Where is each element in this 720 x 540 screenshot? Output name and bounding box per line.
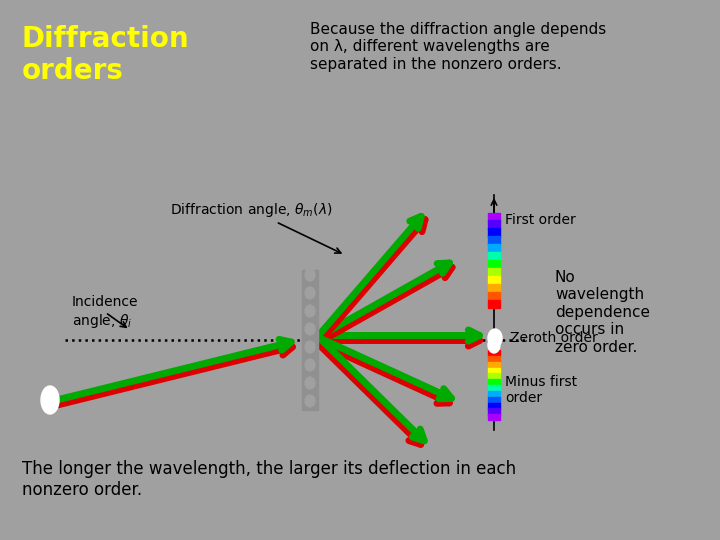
Text: Incidence
angle, $\theta_i$: Incidence angle, $\theta_i$: [72, 295, 138, 329]
Text: Diffraction angle, $\theta_m(\lambda)$: Diffraction angle, $\theta_m(\lambda)$: [170, 201, 341, 253]
Bar: [488, 397, 500, 403]
Bar: [488, 368, 500, 374]
Bar: [488, 268, 500, 276]
Ellipse shape: [305, 395, 315, 407]
Bar: [488, 213, 500, 221]
Bar: [488, 362, 500, 368]
Bar: [488, 402, 500, 409]
Bar: [488, 356, 500, 362]
Ellipse shape: [488, 329, 502, 347]
Bar: [488, 379, 500, 386]
Ellipse shape: [305, 269, 315, 281]
Text: The longer the wavelength, the larger its deflection in each
nonzero order.: The longer the wavelength, the larger it…: [22, 460, 516, 499]
Bar: [488, 300, 500, 308]
Bar: [488, 237, 500, 245]
Ellipse shape: [305, 323, 315, 335]
Bar: [488, 292, 500, 300]
Text: Minus first
order: Minus first order: [505, 375, 577, 405]
Bar: [488, 244, 500, 253]
Bar: [488, 350, 500, 356]
Bar: [488, 284, 500, 292]
Ellipse shape: [488, 337, 500, 353]
Text: First order: First order: [505, 213, 576, 227]
Bar: [488, 391, 500, 397]
Bar: [488, 414, 500, 421]
Bar: [488, 260, 500, 268]
Bar: [488, 385, 500, 392]
Ellipse shape: [305, 359, 315, 371]
Text: No
wavelength
dependence
occurs in
zero order.: No wavelength dependence occurs in zero …: [555, 270, 650, 355]
Bar: [488, 228, 500, 237]
Bar: [488, 220, 500, 229]
Text: Diffraction
orders: Diffraction orders: [22, 25, 189, 85]
Ellipse shape: [305, 305, 315, 317]
Ellipse shape: [305, 287, 315, 299]
Bar: [302, 270, 318, 410]
Ellipse shape: [41, 386, 59, 414]
Bar: [488, 252, 500, 260]
Ellipse shape: [305, 377, 315, 389]
Bar: [488, 408, 500, 415]
Ellipse shape: [305, 341, 315, 353]
Text: Zeroth order: Zeroth order: [510, 331, 598, 345]
Bar: [488, 373, 500, 380]
Bar: [488, 276, 500, 284]
Text: Because the diffraction angle depends
on λ, different wavelengths are
separated : Because the diffraction angle depends on…: [310, 22, 606, 72]
